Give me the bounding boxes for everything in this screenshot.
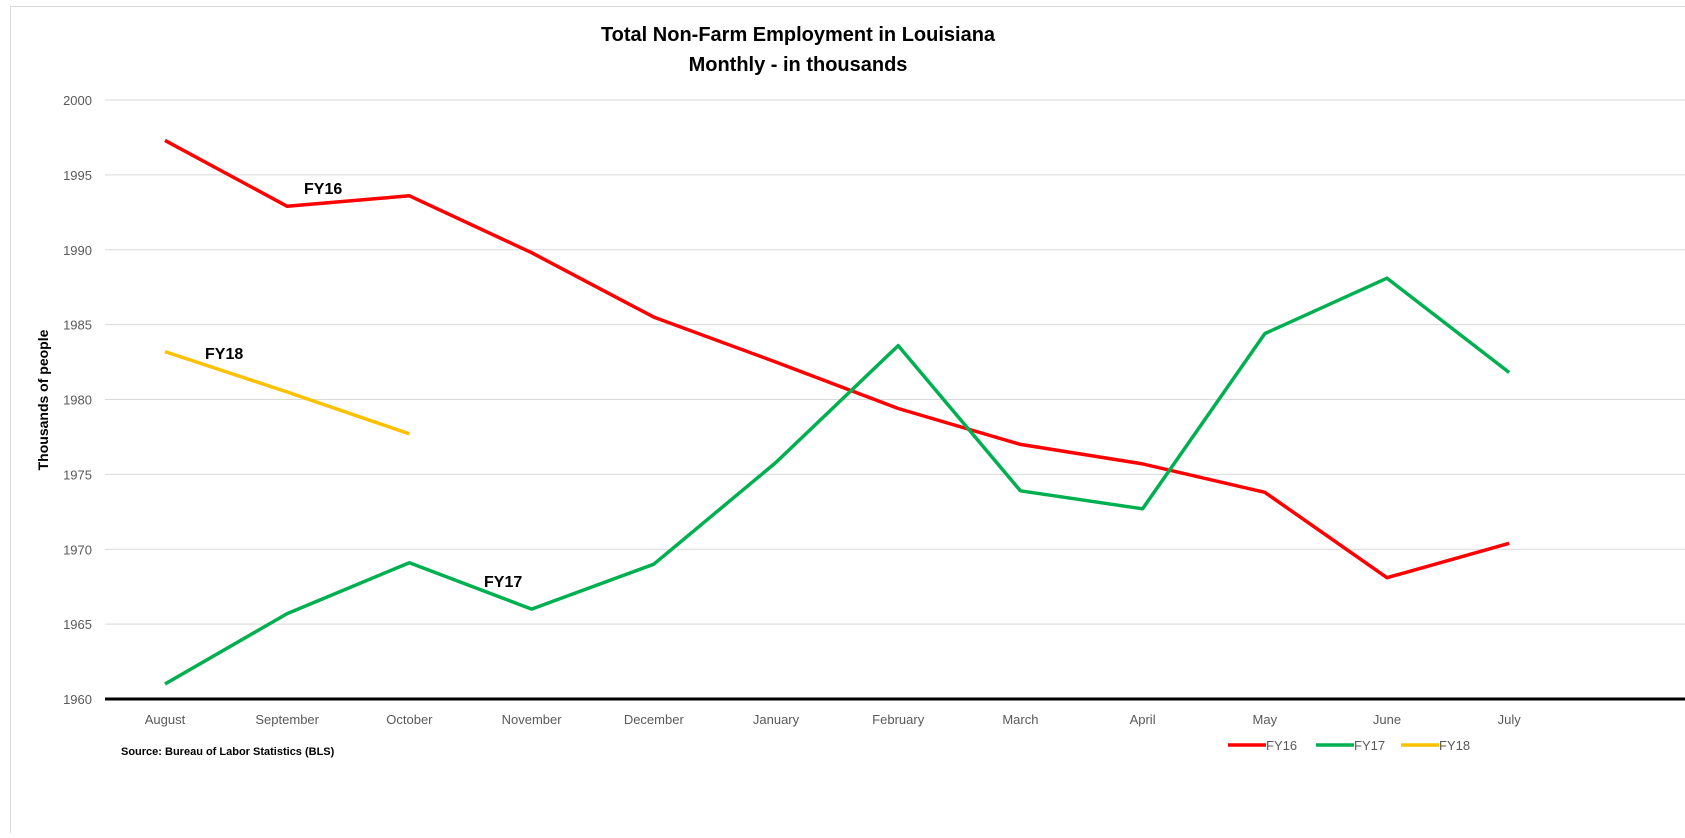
y-tick-label: 1990 bbox=[63, 243, 92, 258]
legend-label-fy18: FY18 bbox=[1439, 738, 1470, 753]
x-tick-label: November bbox=[502, 712, 563, 727]
series-label-fy17: FY17 bbox=[484, 574, 522, 591]
source-note: Source: Bureau of Labor Statistics (BLS) bbox=[121, 746, 335, 758]
chart-title: Total Non-Farm Employment in Louisiana bbox=[601, 24, 996, 46]
y-tick-label: 1960 bbox=[63, 692, 92, 707]
y-tick-label: 1985 bbox=[63, 318, 92, 333]
legend-label-fy17: FY17 bbox=[1354, 738, 1385, 753]
x-tick-label: October bbox=[386, 712, 433, 727]
x-tick-label: April bbox=[1130, 712, 1156, 727]
y-tick-label: 2000 bbox=[63, 93, 92, 108]
y-axis-title: Thousands of people bbox=[35, 329, 51, 470]
y-tick-label: 1965 bbox=[63, 617, 92, 632]
x-tick-label: June bbox=[1373, 712, 1401, 727]
y-tick-label: 1995 bbox=[63, 168, 92, 183]
x-tick-label: March bbox=[1002, 712, 1038, 727]
series-label-fy16: FY16 bbox=[304, 181, 342, 198]
series-label-fy18: FY18 bbox=[205, 346, 243, 363]
y-tick-label: 1980 bbox=[63, 393, 92, 408]
chart-subtitle: Monthly - in thousands bbox=[689, 54, 908, 76]
x-tick-label: July bbox=[1498, 712, 1522, 727]
x-tick-label: August bbox=[145, 712, 186, 727]
x-tick-label: January bbox=[753, 712, 800, 727]
x-tick-label: December bbox=[624, 712, 685, 727]
y-tick-label: 1970 bbox=[63, 542, 92, 557]
x-tick-label: May bbox=[1253, 712, 1278, 727]
x-tick-label: September bbox=[255, 712, 319, 727]
x-tick-label: February bbox=[872, 712, 925, 727]
y-tick-label: 1975 bbox=[63, 467, 92, 482]
chart-border bbox=[11, 7, 1685, 834]
legend-label-fy16: FY16 bbox=[1266, 738, 1297, 753]
